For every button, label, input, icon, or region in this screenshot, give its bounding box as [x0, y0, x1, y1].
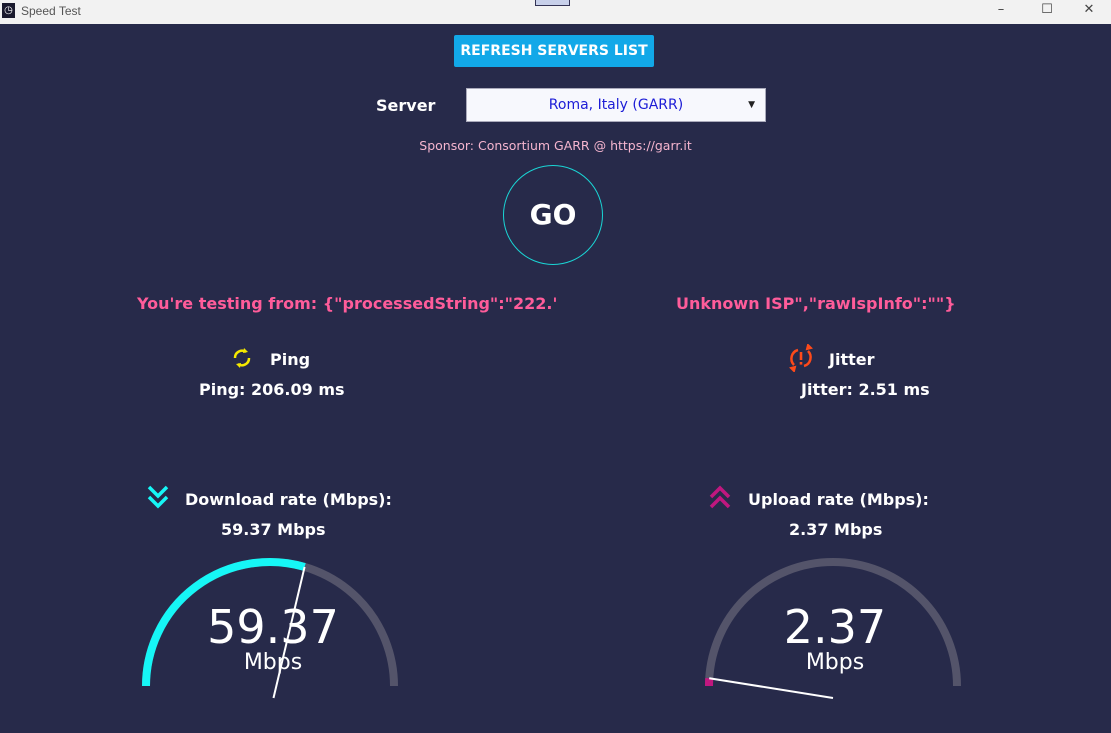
- download-value: 59.37 Mbps: [221, 520, 326, 539]
- gauge-needle: [709, 677, 834, 699]
- double-chevron-up-icon: [709, 485, 731, 509]
- ping-title: Ping: [270, 350, 311, 369]
- gauge-needle: [272, 566, 306, 699]
- upload-title: Upload rate (Mbps):: [748, 490, 929, 509]
- download-gauge-unit: Mbps: [243, 650, 303, 675]
- minimize-button[interactable]: –: [997, 2, 1005, 17]
- refresh-servers-button[interactable]: REFRESH SERVERS LIST: [454, 35, 654, 67]
- gauge-fill: [142, 558, 306, 687]
- server-label: Server: [376, 96, 436, 115]
- upload-gauge-unit: Mbps: [805, 650, 865, 675]
- testing-from-left: You're testing from: {"processedString":…: [137, 294, 558, 313]
- server-select[interactable]: Roma, Italy (GARR) ▼: [466, 88, 766, 122]
- download-title: Download rate (Mbps):: [185, 490, 392, 509]
- app-icon: ◷: [2, 3, 15, 18]
- jitter-value: Jitter: 2.51 ms: [801, 380, 930, 399]
- download-gauge: [142, 558, 398, 699]
- server-selected: Roma, Italy (GARR): [548, 97, 684, 113]
- maximize-button[interactable]: ☐: [1041, 2, 1053, 17]
- go-button[interactable]: GO: [503, 165, 603, 265]
- testing-from-right: Unknown ISP","rawIspInfo":""}: [676, 294, 956, 313]
- ping-value: Ping: 206.09 ms: [199, 380, 345, 399]
- gauge-track: [705, 558, 961, 687]
- sync-icon: [233, 348, 251, 368]
- window-title: Speed Test: [21, 4, 81, 18]
- upload-gauge: [705, 558, 961, 699]
- sync-alert-icon: [789, 344, 813, 372]
- double-chevron-down-icon: [147, 485, 169, 509]
- upload-value: 2.37 Mbps: [789, 520, 883, 539]
- drag-handle[interactable]: [535, 0, 570, 6]
- caret-down-icon: ▼: [748, 100, 755, 110]
- jitter-title: Jitter: [829, 350, 875, 369]
- close-button[interactable]: ✕: [1083, 2, 1095, 17]
- download-gauge-value: 59.37: [207, 600, 339, 654]
- upload-gauge-value: 2.37: [783, 600, 887, 654]
- sponsor-text: Sponsor: Consortium GARR @ https://garr.…: [419, 138, 692, 153]
